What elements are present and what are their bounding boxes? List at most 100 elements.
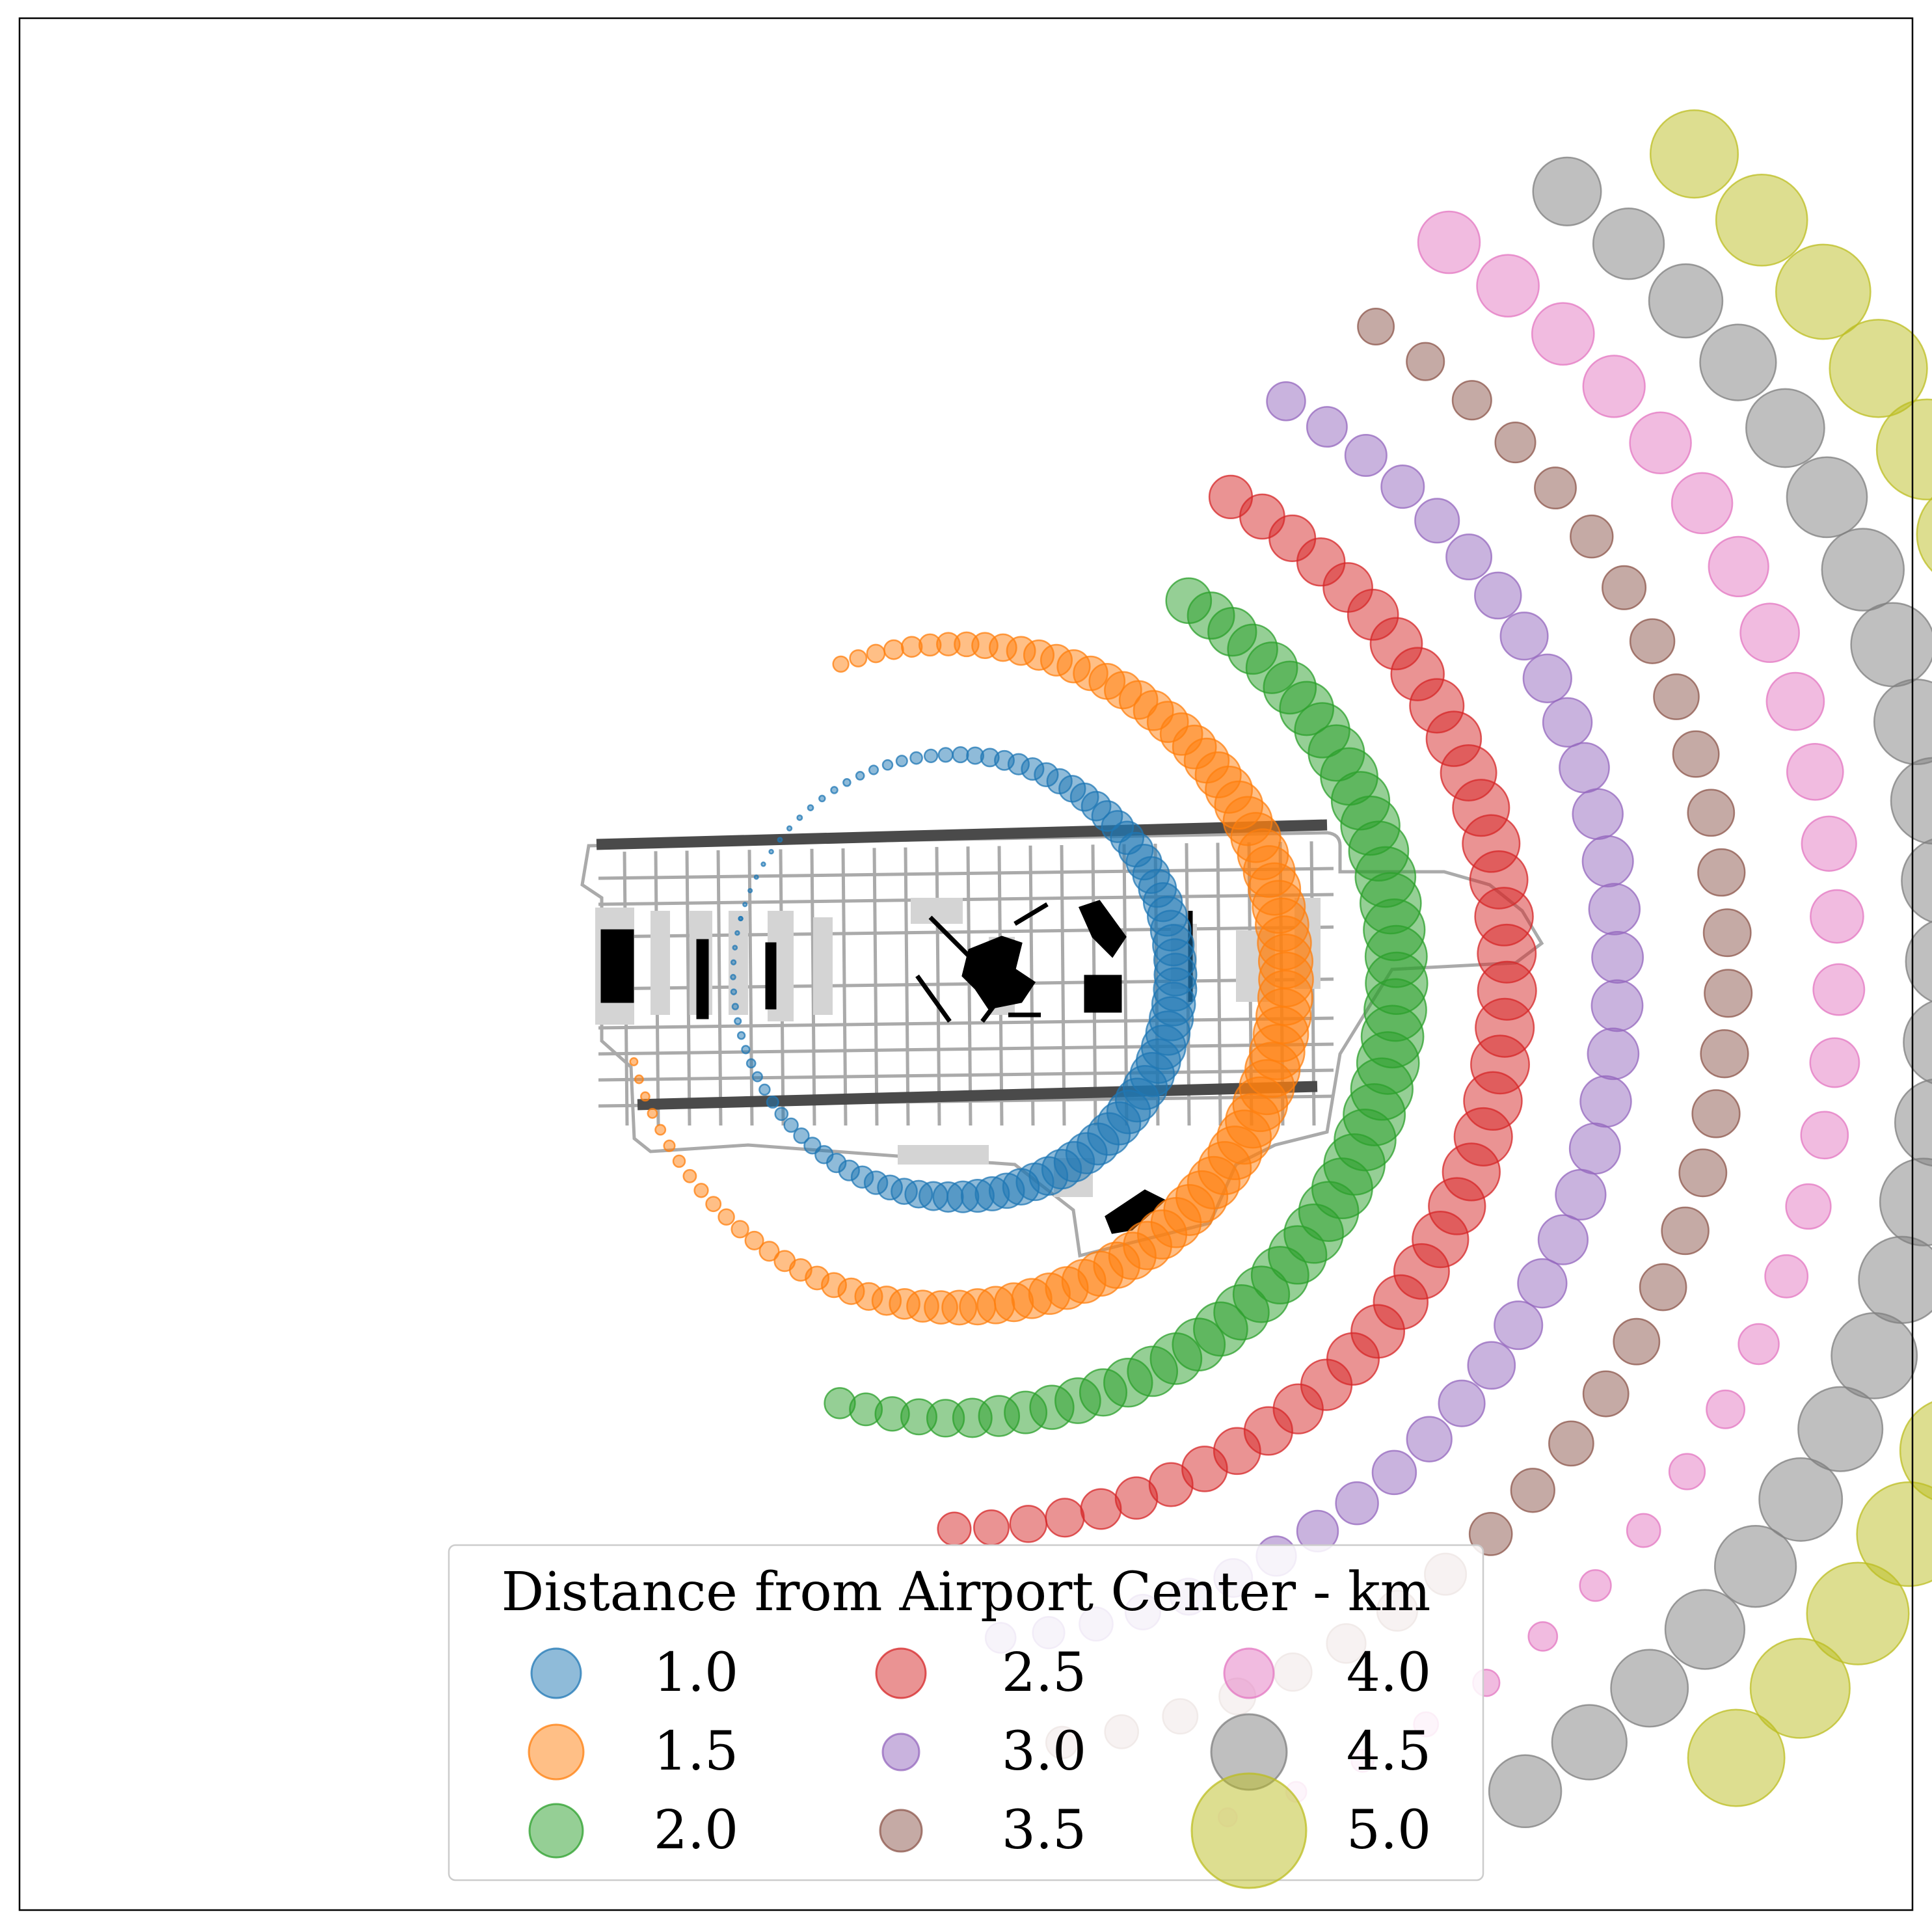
building (765, 942, 777, 1010)
axes-frame (18, 17, 1914, 1911)
scatter-point (1758, 1457, 1844, 1542)
legend-marker (879, 1809, 923, 1853)
legend-label: 2.0 (654, 1799, 738, 1861)
scatter-point (693, 1183, 709, 1198)
apron-block (911, 898, 963, 924)
scatter-point (1568, 1122, 1621, 1175)
scatter-point (1488, 1754, 1563, 1829)
series-2-km (824, 577, 1429, 1438)
taxiway-v (935, 846, 941, 1126)
scatter-point (895, 755, 908, 768)
scatter-point (1613, 1317, 1661, 1366)
scatter-point (1510, 1468, 1555, 1513)
legend: Distance from Airport Center - km 1.0 1.5… (448, 1544, 1484, 1889)
scatter-point (1649, 109, 1739, 199)
scatter-point (883, 639, 904, 660)
taxiway-v (841, 848, 848, 1126)
scatter-point (1494, 1300, 1544, 1351)
scatter-point (1602, 565, 1647, 610)
scatter-point (1371, 1449, 1417, 1496)
scatter-point (1687, 1708, 1786, 1807)
scatter-point (1702, 908, 1752, 958)
scatter-point (1438, 1379, 1486, 1427)
legend-label: 4.5 (1347, 1721, 1431, 1783)
scatter-point (1582, 1370, 1630, 1418)
scatter-point (1797, 1386, 1884, 1472)
scatter-point (1451, 380, 1492, 421)
scatter-point (1467, 1341, 1516, 1390)
scatter-point (1344, 433, 1388, 478)
scatter-point (1801, 815, 1857, 872)
scatter-point (1534, 466, 1577, 510)
legend-label: 3.5 (1002, 1799, 1086, 1861)
building (961, 936, 1036, 1010)
airport-basemap (580, 819, 1544, 1258)
scatter-point (1406, 342, 1445, 381)
building (600, 929, 634, 1003)
scatter-point (1474, 571, 1522, 620)
scatter-point (1629, 411, 1692, 475)
scatter-point (1764, 1254, 1809, 1299)
scatter-point (1901, 839, 1932, 923)
scatter-point (1494, 422, 1536, 464)
legend-entry: 4.5 (1210, 1713, 1431, 1791)
scatter-point (923, 748, 939, 764)
scatter-point (1829, 319, 1928, 418)
legend-entry: 1.0 (530, 1642, 738, 1704)
scatter-point (1499, 612, 1549, 661)
taxiway-v (872, 848, 879, 1126)
series-4-km (1217, 210, 1866, 1827)
scatter-point (1588, 883, 1641, 936)
scatter-point (1582, 355, 1646, 418)
scatter-point (1406, 1416, 1453, 1462)
taxiway-v (685, 850, 691, 1126)
scatter-point (1664, 1589, 1746, 1670)
taxiway-h (598, 925, 1334, 939)
scatter-point (868, 764, 879, 775)
scatter-point (758, 1241, 780, 1262)
scatter-point (1306, 406, 1348, 448)
taxiway-v (1060, 844, 1066, 1126)
scatter-point (832, 655, 850, 673)
scatter-point (842, 778, 852, 787)
scatter-point (830, 786, 839, 794)
legend-entries: 1.0 1.5 2.0 2.5 3.0 3.5 4.0 4.5 5.0 (528, 1642, 1431, 1889)
runways (596, 819, 1328, 1111)
scatter-point (866, 643, 886, 664)
legend-marker (1223, 1647, 1275, 1699)
scatter-point (1009, 1505, 1048, 1543)
scatter-point (731, 1220, 749, 1239)
scatter-point (1903, 1000, 1932, 1085)
taxiway-h (598, 893, 1334, 906)
scatter-point (730, 988, 738, 995)
legend-marker (875, 1647, 927, 1699)
series-1.5-km (629, 631, 1314, 1326)
scatter-point (1548, 1420, 1594, 1467)
scatter-point (1806, 1561, 1910, 1665)
scatter-point (1704, 969, 1753, 1018)
legend-marker (528, 1803, 584, 1859)
legend-entry: 3.0 (881, 1721, 1086, 1783)
scatter-point (732, 945, 738, 950)
legend-label: 1.5 (654, 1721, 738, 1783)
scatter-point (909, 751, 923, 765)
scatter-point (1537, 1214, 1589, 1265)
legend-label: 3.0 (1002, 1721, 1086, 1783)
scatter-point (1114, 1476, 1159, 1520)
taxiway-v (747, 850, 754, 1126)
scatter-point (1590, 979, 1644, 1032)
scatter-point (1570, 514, 1614, 559)
series-2.5-km (937, 474, 1537, 1546)
scatter-point (1713, 1525, 1797, 1608)
scatter-point (751, 1071, 763, 1083)
scatter-point (730, 974, 736, 980)
scatter-point (881, 759, 894, 771)
scatter-point (1579, 1075, 1632, 1128)
scatter-point (1831, 1312, 1918, 1399)
scatter-point (937, 1511, 972, 1546)
scatter-point (1775, 243, 1872, 340)
legend-marker (530, 1647, 582, 1699)
scatter-point (1700, 1029, 1749, 1079)
series-4.5-km (1488, 156, 1932, 1829)
scatter-point (1810, 889, 1864, 944)
